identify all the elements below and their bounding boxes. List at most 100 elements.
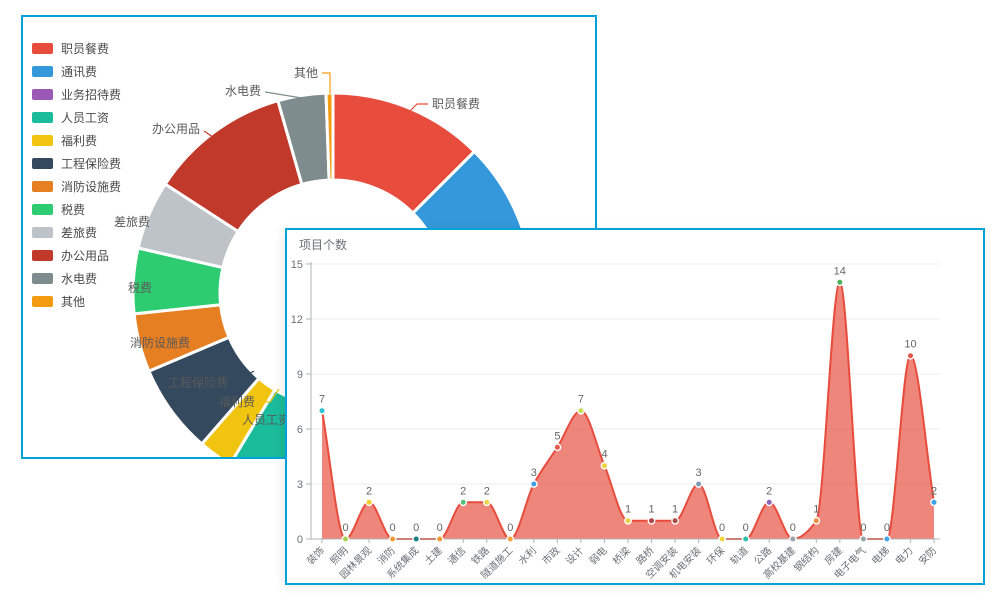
legend-swatch: [32, 135, 53, 146]
pie-label-line: [231, 370, 255, 384]
data-point[interactable]: [459, 498, 468, 507]
x-category-label: 水利: [516, 545, 539, 568]
x-category-label: 装饰: [304, 544, 327, 567]
value-label: 0: [884, 522, 890, 534]
data-point[interactable]: [812, 516, 821, 525]
legend-item[interactable]: 职员餐费: [32, 37, 121, 60]
pie-label: 其他: [294, 66, 318, 80]
legend-label: 工程保险费: [61, 157, 122, 171]
value-label: 0: [507, 522, 513, 534]
legend-item[interactable]: 差旅费: [32, 221, 121, 244]
value-label: 1: [672, 504, 678, 516]
pie-label-line: [404, 103, 428, 117]
legend-swatch: [32, 89, 53, 100]
legend-label: 消防设施费: [61, 180, 122, 194]
y-tick-label: 9: [297, 369, 303, 381]
y-tick-label: 0: [297, 534, 303, 546]
legend-label: 通讯费: [61, 65, 98, 79]
pie-label-line: [264, 91, 303, 99]
data-point[interactable]: [859, 535, 868, 543]
pie-label-line: [193, 330, 216, 344]
data-point[interactable]: [553, 443, 562, 452]
pie-label: 水电费: [225, 84, 261, 98]
x-category-label: 土建: [421, 544, 444, 567]
legend-item[interactable]: 水电费: [32, 267, 121, 290]
x-category-label: 通信: [446, 545, 469, 568]
data-point[interactable]: [576, 406, 585, 415]
data-point[interactable]: [741, 535, 750, 543]
data-point[interactable]: [906, 351, 915, 360]
data-point[interactable]: [930, 498, 938, 507]
pie-legend: 职员餐费通讯费业务招待费人员工资福利费工程保险费消防设施费税费 差旅费办公用品水电…: [32, 37, 121, 313]
legend-swatch: [32, 296, 53, 307]
data-point[interactable]: [883, 535, 891, 543]
legend-swatch: [32, 250, 53, 261]
x-category-label: 钢结构: [791, 544, 821, 574]
data-point[interactable]: [671, 516, 679, 525]
pie-label-line: [259, 388, 280, 403]
value-label: 0: [719, 522, 725, 534]
legend-label: 其他: [61, 295, 86, 309]
data-point[interactable]: [365, 498, 374, 507]
legend-label: 办公用品: [61, 249, 110, 263]
data-point[interactable]: [788, 535, 797, 543]
value-label: 7: [578, 394, 584, 406]
data-point[interactable]: [318, 406, 326, 415]
x-category-label: 市政: [539, 544, 562, 567]
data-point[interactable]: [765, 498, 774, 507]
area-series-fill[interactable]: [322, 282, 934, 539]
value-label: 2: [766, 485, 772, 497]
pie-label: 税费: [128, 281, 152, 295]
data-point[interactable]: [529, 480, 538, 488]
pie-label-line: [153, 215, 175, 223]
pie-slice[interactable]: [324, 91, 335, 182]
data-point[interactable]: [388, 535, 397, 543]
y-tick-label: 12: [291, 314, 303, 326]
data-point[interactable]: [435, 535, 444, 543]
x-category-label: 安防: [916, 544, 939, 567]
value-label: 1: [625, 504, 631, 516]
value-label: 3: [696, 467, 702, 479]
value-label: 2: [366, 485, 372, 497]
legend-item[interactable]: 其他: [32, 290, 121, 313]
legend-item[interactable]: 业务招待费: [32, 83, 121, 106]
value-label: 0: [860, 522, 866, 534]
legend-item[interactable]: 通讯费: [32, 60, 121, 83]
value-label: 1: [648, 504, 654, 516]
legend-item[interactable]: 税费: [32, 198, 121, 221]
legend-item[interactable]: 办公用品: [32, 244, 121, 267]
data-point[interactable]: [694, 480, 703, 488]
value-label: 1: [813, 504, 819, 516]
legend-swatch: [32, 112, 53, 123]
legend-item[interactable]: 工程保险费: [32, 152, 121, 175]
legend-item[interactable]: 消防设施费: [32, 175, 121, 198]
data-point[interactable]: [482, 498, 491, 507]
data-point[interactable]: [718, 535, 726, 543]
legend-label: 人员工资: [61, 111, 110, 125]
data-point[interactable]: [506, 535, 515, 543]
pie-label: 差旅费: [114, 215, 150, 229]
legend-swatch: [32, 158, 53, 169]
value-label: 10: [904, 339, 916, 351]
data-point[interactable]: [600, 461, 609, 470]
data-point[interactable]: [647, 516, 656, 525]
value-label: 5: [554, 430, 560, 442]
pie-label-line: [322, 72, 331, 94]
value-label: 0: [743, 522, 749, 534]
legend-label: 业务招待费: [61, 88, 122, 102]
y-tick-label: 6: [297, 424, 303, 436]
pie-label-line: [203, 130, 227, 147]
data-point[interactable]: [835, 278, 844, 287]
data-point[interactable]: [624, 516, 632, 525]
value-label: 0: [390, 522, 396, 534]
legend-item[interactable]: 福利费: [32, 129, 121, 152]
legend-swatch: [32, 273, 53, 284]
data-point[interactable]: [341, 535, 350, 543]
x-category-label: 桥梁: [610, 544, 633, 567]
data-point[interactable]: [412, 535, 421, 543]
pie-label: 消防设施费: [130, 335, 190, 350]
value-label: 0: [437, 522, 443, 534]
pie-label: 职员餐费: [432, 96, 480, 111]
legend-item[interactable]: 人员工资: [32, 106, 121, 129]
